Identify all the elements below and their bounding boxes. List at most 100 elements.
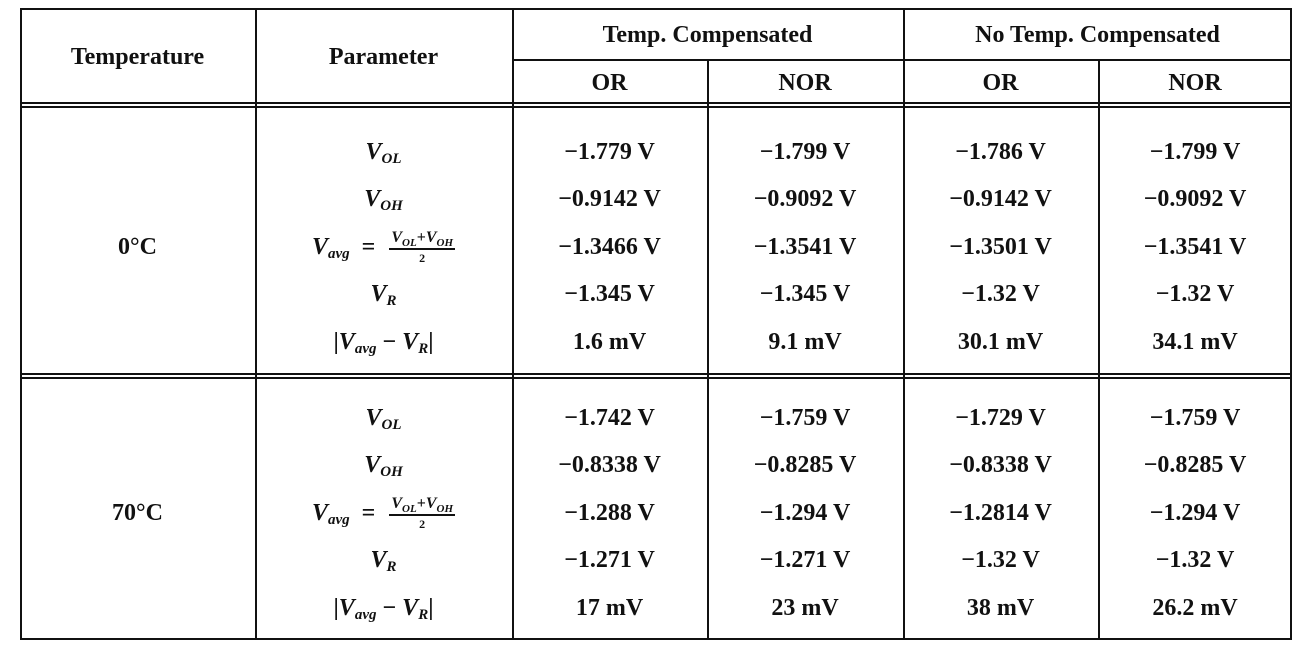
- subscript: R: [386, 293, 397, 309]
- value: −1.294 V: [1149, 499, 1241, 526]
- subscript: OH: [436, 237, 454, 249]
- value: −1.3466 V: [558, 233, 661, 260]
- delimiter: |: [428, 328, 434, 355]
- value-cell: −1.345 V: [707, 273, 903, 317]
- value: −1.786 V: [955, 138, 1046, 165]
- value: −1.759 V: [759, 404, 851, 431]
- value: −0.8285 V: [753, 452, 857, 478]
- value: 17 mV: [575, 594, 644, 621]
- operator: −: [382, 594, 397, 621]
- column-header: NOR: [1168, 69, 1222, 96]
- parameter-cell: V OL: [255, 396, 512, 440]
- value-cell: −1.759 V: [707, 396, 903, 440]
- value-cell: −1.271 V: [512, 539, 707, 583]
- value-cell: −1.2814 V: [903, 491, 1098, 535]
- symbol: V: [364, 186, 381, 212]
- symbol: V: [370, 547, 387, 573]
- parameter-cell: V OL: [255, 130, 512, 174]
- header-cell: No Temp. Compensated: [903, 13, 1292, 57]
- rule: [255, 8, 257, 640]
- delimiter: |: [428, 594, 434, 621]
- value-cell: −1.32 V: [903, 273, 1098, 317]
- value: −1.345 V: [564, 281, 655, 307]
- operator: +: [416, 495, 426, 512]
- value: −0.9092 V: [753, 186, 857, 212]
- symbol: V: [391, 229, 403, 246]
- value-cell: −0.9142 V: [512, 178, 707, 222]
- rule: [20, 106, 1292, 108]
- value-cell: −1.729 V: [903, 396, 1098, 440]
- value-cell: −1.799 V: [1098, 130, 1292, 174]
- subscript: OH: [380, 198, 403, 214]
- value-cell: −1.3541 V: [707, 225, 903, 269]
- header-cell: Parameter: [255, 35, 512, 79]
- symbol: V: [311, 233, 328, 260]
- numerator: VOL+VOH: [389, 496, 455, 516]
- value-cell: 26.2 mV: [1098, 586, 1292, 630]
- rule: [512, 59, 1292, 61]
- subscript: OL: [381, 150, 402, 167]
- value-cell: −1.3466 V: [512, 225, 707, 269]
- value: −0.8285 V: [1143, 452, 1247, 478]
- subscript: OH: [380, 464, 403, 480]
- value-cell: −0.8338 V: [512, 444, 707, 488]
- value-cell: −1.32 V: [1098, 273, 1292, 317]
- value: −1.32 V: [1155, 547, 1235, 573]
- rule: [20, 373, 1292, 375]
- symbol: V: [311, 499, 328, 526]
- value-cell: −1.3501 V: [903, 225, 1098, 269]
- equals: =: [361, 499, 376, 526]
- value: 9.1 mV: [768, 328, 842, 355]
- parameter-cell: V OH: [255, 444, 512, 488]
- value-cell: −0.9092 V: [1098, 178, 1292, 222]
- value: −0.9092 V: [1143, 186, 1247, 212]
- rule: [20, 377, 1292, 379]
- subscript: OL: [402, 237, 417, 249]
- value: 26.2 mV: [1152, 594, 1238, 621]
- rule: [1290, 8, 1292, 640]
- fraction: VOL+VOH 2: [389, 496, 455, 530]
- value-cell: −0.8285 V: [707, 444, 903, 488]
- value-cell: −0.9142 V: [903, 178, 1098, 222]
- value-cell: 34.1 mV: [1098, 320, 1292, 364]
- group-title: Temp. Compensated: [602, 21, 813, 48]
- temperature-cell: 0°C: [20, 225, 255, 269]
- temperature: 70°C: [112, 499, 163, 526]
- value: −1.271 V: [564, 547, 655, 573]
- value: −1.729 V: [955, 404, 1046, 431]
- rule: [20, 638, 1292, 640]
- header-cell: Temperature: [20, 35, 255, 79]
- rule: [707, 60, 709, 640]
- delimiter: |: [333, 594, 339, 621]
- subscript: R: [386, 559, 397, 575]
- rule: [512, 8, 514, 640]
- value-cell: −1.288 V: [512, 491, 707, 535]
- temperature: 0°C: [118, 233, 157, 260]
- header-cell: NOR: [1098, 61, 1292, 105]
- parameter-cell: V OH: [255, 178, 512, 222]
- value-cell: −1.294 V: [1098, 491, 1292, 535]
- subscript: avg: [354, 606, 377, 623]
- rule: [20, 8, 22, 640]
- operator: +: [416, 229, 426, 246]
- value-cell: −1.3541 V: [1098, 225, 1292, 269]
- value: 1.6 mV: [572, 328, 647, 355]
- value: −0.8338 V: [949, 452, 1052, 478]
- denominator: 2: [419, 251, 426, 265]
- fraction: VOL+VOH 2: [389, 230, 455, 264]
- value-cell: −1.786 V: [903, 130, 1098, 174]
- value: −0.9142 V: [949, 186, 1052, 212]
- value: 30.1 mV: [957, 328, 1044, 355]
- header-cell: NOR: [707, 61, 903, 105]
- delimiter: |: [333, 328, 339, 355]
- value: 38 mV: [966, 594, 1035, 621]
- value: 34.1 mV: [1152, 328, 1238, 355]
- subscript: R: [418, 340, 429, 357]
- value-cell: 9.1 mV: [707, 320, 903, 364]
- value-cell: −1.759 V: [1098, 396, 1292, 440]
